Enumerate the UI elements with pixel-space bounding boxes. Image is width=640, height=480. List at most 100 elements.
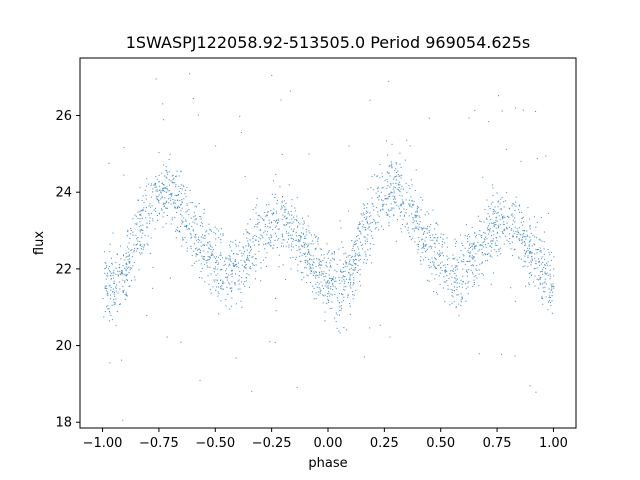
data-point <box>190 247 192 249</box>
data-point <box>509 238 511 240</box>
data-point <box>152 266 154 268</box>
data-point <box>268 203 270 205</box>
data-point <box>163 211 165 213</box>
data-point <box>209 241 211 243</box>
data-point <box>414 190 416 192</box>
data-point <box>307 275 309 277</box>
data-point <box>312 264 314 266</box>
data-point <box>235 273 237 275</box>
data-point <box>488 252 490 254</box>
data-point <box>405 183 407 185</box>
data-point <box>270 210 272 212</box>
data-point <box>309 265 311 267</box>
data-point <box>312 267 314 269</box>
data-point <box>286 224 288 226</box>
data-point <box>210 248 212 250</box>
data-point <box>402 202 404 204</box>
data-point <box>312 255 314 257</box>
data-point <box>235 303 237 305</box>
data-point <box>401 185 403 187</box>
data-point <box>154 184 156 186</box>
data-point <box>131 256 133 258</box>
data-point <box>254 253 256 255</box>
data-point <box>217 262 219 264</box>
data-point <box>430 236 432 238</box>
data-point <box>376 176 378 178</box>
data-point <box>185 211 187 213</box>
data-point <box>387 197 389 199</box>
data-point <box>492 222 494 224</box>
data-point <box>525 236 527 238</box>
data-point <box>380 191 382 193</box>
data-point <box>246 258 248 260</box>
data-point <box>250 248 252 250</box>
data-point <box>220 254 222 256</box>
data-point <box>349 273 351 275</box>
data-point <box>132 265 134 267</box>
data-point <box>258 240 260 242</box>
data-point <box>388 210 390 212</box>
data-point <box>127 251 129 253</box>
data-point <box>495 216 497 218</box>
data-point <box>375 222 377 224</box>
data-point <box>455 241 457 243</box>
data-point <box>266 214 268 216</box>
data-point <box>335 321 337 323</box>
data-point <box>360 213 362 215</box>
data-point <box>515 201 517 203</box>
data-point <box>321 271 323 273</box>
data-point <box>506 239 508 241</box>
data-point <box>291 199 293 201</box>
data-point <box>309 259 311 261</box>
data-point <box>281 153 283 155</box>
data-point <box>501 216 503 218</box>
data-point <box>420 263 422 265</box>
data-point <box>475 245 477 247</box>
data-point <box>230 305 232 307</box>
data-point <box>363 236 365 238</box>
data-point <box>411 184 413 186</box>
data-point <box>440 252 442 254</box>
data-point <box>412 222 414 224</box>
data-point <box>370 222 372 224</box>
data-point <box>522 230 524 232</box>
data-point <box>435 274 437 276</box>
data-point <box>503 243 505 245</box>
data-point <box>127 259 129 261</box>
data-point <box>530 272 532 274</box>
data-point <box>455 269 457 271</box>
data-point <box>304 253 306 255</box>
data-point <box>330 288 332 290</box>
data-point <box>113 272 115 274</box>
data-point <box>229 255 231 257</box>
data-point <box>486 218 488 220</box>
data-point <box>324 311 326 313</box>
data-point <box>174 217 176 219</box>
data-point <box>416 222 418 224</box>
data-point <box>435 259 437 261</box>
data-point <box>283 205 285 207</box>
data-point <box>113 299 115 301</box>
data-point <box>156 197 158 199</box>
data-point <box>446 271 448 273</box>
data-point <box>536 221 538 223</box>
data-point <box>291 234 293 236</box>
data-point <box>270 242 272 244</box>
data-point <box>423 246 425 248</box>
data-point <box>400 212 402 214</box>
data-point <box>341 301 343 303</box>
data-point <box>408 232 410 234</box>
data-point <box>369 248 371 250</box>
data-point <box>415 211 417 213</box>
data-point <box>284 206 286 208</box>
data-point <box>531 259 533 261</box>
data-point <box>244 261 246 263</box>
data-point <box>155 78 157 80</box>
data-point <box>272 247 274 249</box>
data-point <box>166 186 168 188</box>
data-point <box>473 247 475 249</box>
data-point <box>465 224 467 226</box>
data-point <box>396 219 398 221</box>
data-point <box>254 239 256 241</box>
data-point <box>547 261 549 263</box>
